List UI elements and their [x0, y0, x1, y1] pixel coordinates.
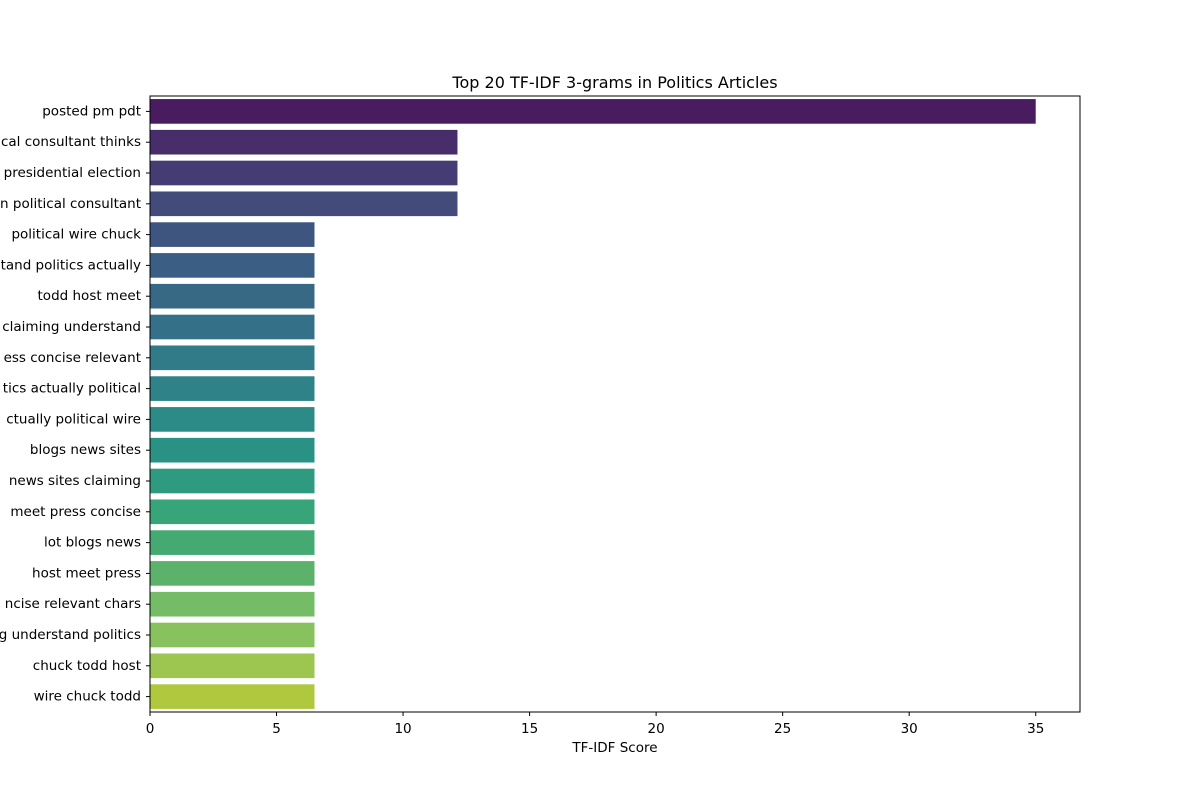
- y-tick-label: ess concise relevant: [4, 350, 141, 366]
- bar-20: [150, 684, 315, 709]
- x-axis-label: TF-IDF Score: [571, 740, 657, 756]
- y-tick-label: ctually political wire: [6, 411, 141, 427]
- bar-18: [150, 622, 315, 648]
- bar-9: [150, 345, 315, 371]
- bar-3: [150, 160, 458, 186]
- x-tick-label: 35: [1027, 721, 1044, 737]
- bar-14: [150, 499, 315, 525]
- bar-10: [150, 376, 315, 401]
- bar-7: [150, 283, 315, 309]
- bar-11: [150, 407, 315, 432]
- y-tick-label: blogs news sites: [30, 442, 141, 458]
- x-tick-label: 15: [521, 721, 538, 737]
- x-tick-label: 5: [272, 721, 281, 737]
- bar-16: [150, 561, 315, 586]
- y-tick-label: chuck todd host: [33, 658, 141, 674]
- y-tick-label: g understand politics: [0, 627, 141, 643]
- bar-13: [150, 468, 315, 494]
- bar-15: [150, 530, 315, 555]
- bars-group: [150, 99, 1036, 709]
- y-tick-label: cal consultant thinks: [1, 134, 141, 150]
- y-tick-label: todd host meet: [38, 288, 141, 304]
- y-tick-label: tand politics actually: [1, 257, 141, 273]
- y-tick-label: news sites claiming: [9, 473, 141, 489]
- bar-19: [150, 653, 315, 679]
- y-tick-label: meet press concise: [10, 504, 141, 520]
- bar-17: [150, 591, 315, 617]
- bar-12: [150, 437, 315, 463]
- y-tick-label: lot blogs news: [44, 535, 141, 551]
- y-tick-label: ncise relevant chars: [5, 596, 141, 612]
- chart-title: Top 20 TF-IDF 3-grams in Politics Articl…: [451, 73, 777, 92]
- x-tick-label: 25: [774, 721, 791, 737]
- x-tick-label: 20: [648, 721, 665, 737]
- y-tick-label: host meet press: [32, 565, 141, 581]
- bar-8: [150, 314, 315, 340]
- bar-4: [150, 191, 458, 217]
- y-tick-label: wire chuck todd: [34, 689, 141, 705]
- plot-frame: [149, 95, 1081, 713]
- bar-1: [150, 99, 1036, 124]
- x-tick-label: 30: [901, 721, 918, 737]
- y-tick-label: n political consultant: [0, 196, 141, 212]
- x-axis: 0 5 10 15 20 25 30 35: [146, 712, 1044, 737]
- y-tick-label: political wire chuck: [11, 227, 141, 243]
- y-tick-label: presidential election: [4, 165, 141, 181]
- bar-5: [150, 222, 315, 247]
- y-tick-label: tics actually political: [3, 381, 141, 397]
- x-tick-label: 10: [394, 721, 411, 737]
- y-tick-label: posted pm pdt: [42, 103, 141, 119]
- bar-2: [150, 129, 458, 155]
- x-tick-label: 0: [146, 721, 155, 737]
- y-tick-label: claiming understand: [2, 319, 141, 335]
- y-axis: posted pm pdt cal consultant thinks presid…: [0, 103, 150, 705]
- bar-6: [150, 253, 315, 278]
